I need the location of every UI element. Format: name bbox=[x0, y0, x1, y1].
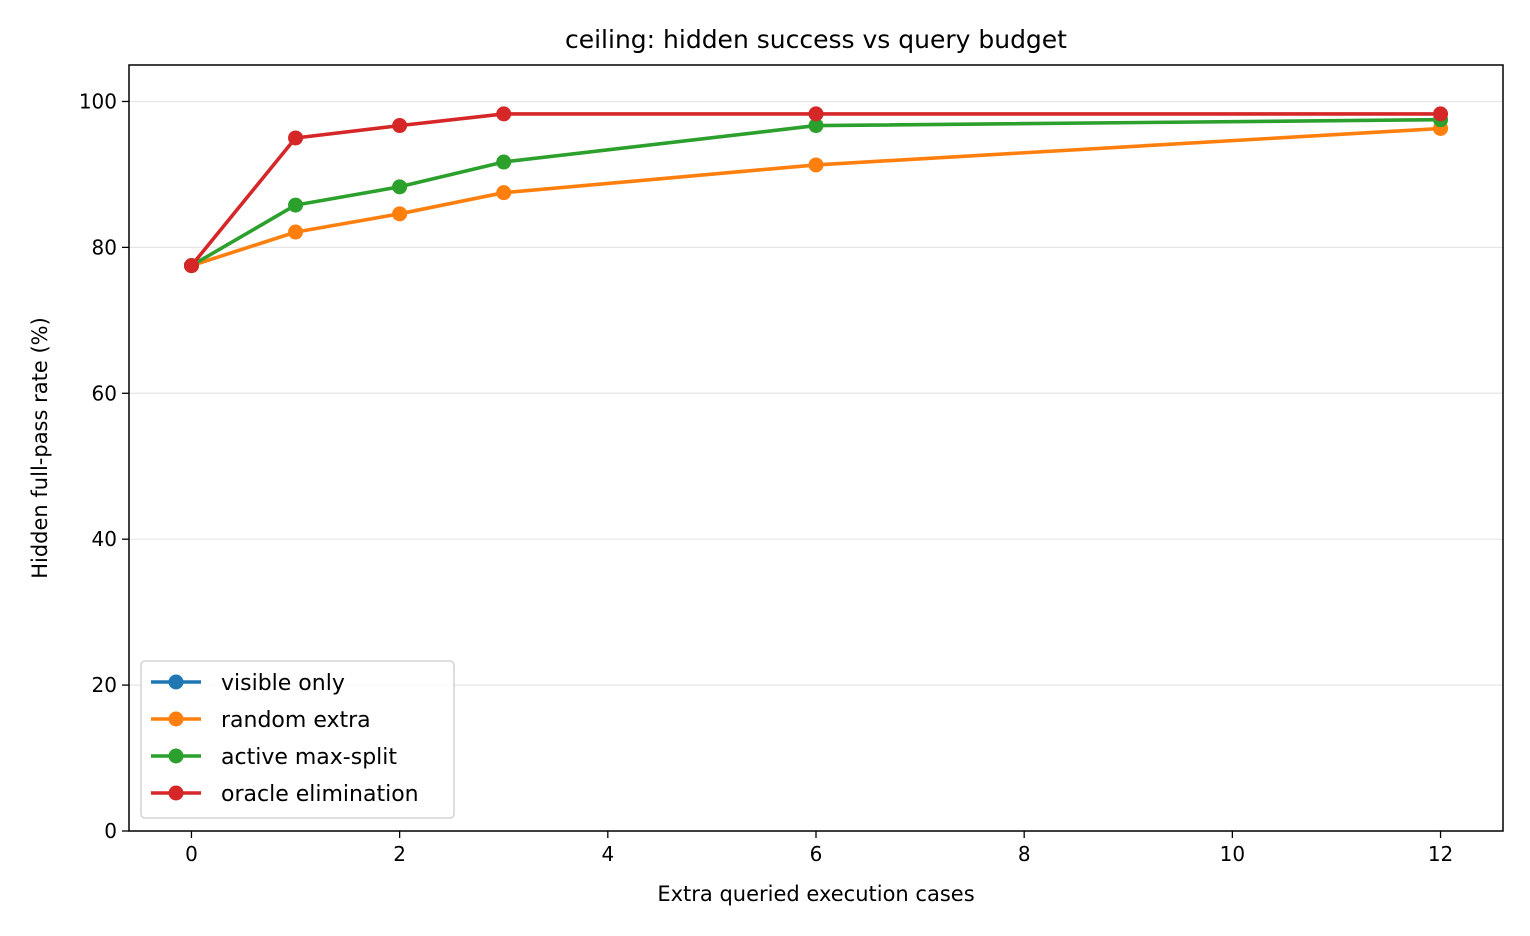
legend-item: oracle elimination bbox=[151, 782, 419, 807]
x-axis: 0 2 4 6 8 10 12 bbox=[185, 831, 1453, 866]
data-point bbox=[183, 258, 199, 274]
data-point bbox=[496, 154, 512, 170]
x-tick-label: 2 bbox=[393, 842, 406, 866]
y-tick-label: 80 bbox=[92, 235, 117, 259]
series-line bbox=[189, 117, 1443, 268]
legend-label: random extra bbox=[221, 708, 371, 733]
data-point bbox=[496, 106, 512, 122]
y-tick-label: 100 bbox=[79, 89, 117, 113]
x-tick-label: 12 bbox=[1428, 842, 1453, 866]
y-tick-label: 40 bbox=[92, 527, 117, 551]
x-tick-label: 0 bbox=[185, 842, 198, 866]
data-point bbox=[808, 118, 824, 134]
legend-item: visible only bbox=[151, 671, 345, 696]
chart-title: ceiling: hidden success vs query budget bbox=[565, 25, 1067, 54]
y-tick-label: 0 bbox=[104, 819, 117, 843]
y-tick-label: 20 bbox=[92, 673, 117, 697]
x-tick-label: 8 bbox=[1018, 842, 1031, 866]
y-tick-label: 60 bbox=[92, 381, 117, 405]
data-point bbox=[496, 185, 512, 201]
legend-label: visible only bbox=[221, 671, 345, 696]
legend-marker bbox=[168, 748, 184, 764]
series-line bbox=[189, 112, 1443, 268]
series-oracle-elimination bbox=[183, 106, 1449, 274]
x-tick-label: 4 bbox=[601, 842, 614, 866]
x-axis-label: Extra queried execution cases bbox=[657, 882, 974, 906]
data-point bbox=[392, 179, 408, 195]
legend-marker bbox=[168, 785, 184, 801]
data-point bbox=[808, 106, 824, 122]
y-axis-label: Hidden full-pass rate (%) bbox=[28, 317, 52, 579]
legend: visible only random extra active max-split… bbox=[140, 660, 455, 819]
data-point bbox=[288, 130, 304, 146]
series-layer bbox=[183, 106, 1449, 274]
legend-item: random extra bbox=[151, 708, 371, 733]
x-tick-label: 6 bbox=[810, 842, 823, 866]
legend-marker bbox=[168, 674, 184, 690]
legend-marker bbox=[168, 711, 184, 727]
legend-item: active max-split bbox=[151, 745, 397, 770]
data-point bbox=[1433, 106, 1449, 122]
legend-label: oracle elimination bbox=[221, 782, 419, 807]
data-point bbox=[288, 224, 304, 240]
x-tick-label: 10 bbox=[1220, 842, 1245, 866]
y-axis: 0 20 40 60 80 100 bbox=[79, 89, 129, 843]
legend-box bbox=[140, 660, 455, 819]
data-point bbox=[808, 157, 824, 173]
data-point bbox=[392, 118, 408, 134]
data-point bbox=[288, 197, 304, 213]
series-line bbox=[189, 126, 1443, 268]
data-point bbox=[392, 206, 408, 222]
legend-label: active max-split bbox=[221, 745, 397, 770]
